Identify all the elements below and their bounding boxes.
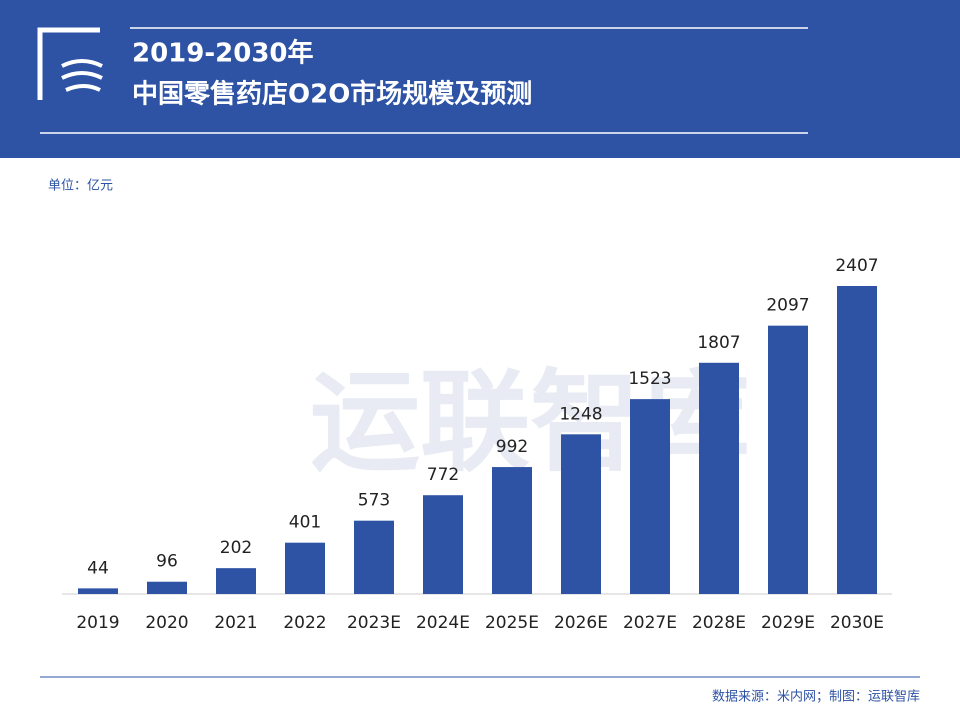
bar bbox=[837, 286, 877, 594]
logo bbox=[61, 59, 103, 92]
value-label: 1807 bbox=[697, 333, 740, 353]
value-label: 2407 bbox=[835, 256, 878, 276]
x-tick-label: 2026E bbox=[554, 613, 608, 633]
x-tick-label: 2023E bbox=[347, 613, 401, 633]
bar bbox=[147, 581, 187, 594]
x-tick-label: 2030E bbox=[830, 613, 884, 633]
x-tick-label: 2024E bbox=[416, 613, 470, 633]
header-frame bbox=[37, 27, 808, 134]
value-label: 1523 bbox=[628, 369, 671, 389]
bar bbox=[492, 467, 532, 594]
bar bbox=[423, 495, 463, 594]
bar bbox=[699, 362, 739, 594]
x-tick-label: 2020 bbox=[145, 613, 188, 633]
x-tick-label: 2019 bbox=[76, 613, 119, 633]
x-tick-label: 2022 bbox=[283, 613, 326, 633]
value-label: 96 bbox=[156, 552, 178, 572]
title-line: 中国零售药店O2O市场规模及预测 bbox=[132, 79, 532, 110]
bar bbox=[768, 325, 808, 594]
x-tick-label: 2021 bbox=[214, 613, 257, 633]
x-tick-label: 2027E bbox=[623, 613, 677, 633]
bar bbox=[78, 588, 118, 594]
bar bbox=[285, 542, 325, 594]
value-label: 573 bbox=[358, 491, 390, 511]
value-label: 202 bbox=[220, 538, 252, 558]
bar bbox=[561, 434, 601, 594]
value-label: 772 bbox=[427, 465, 459, 485]
source: 数据来源：米内网；制图：运联智库 bbox=[712, 689, 920, 705]
unit-label: 单位：亿元 bbox=[48, 179, 113, 194]
title-line: 2019-2030年 bbox=[132, 38, 314, 69]
bar bbox=[216, 568, 256, 594]
value-label: 1248 bbox=[559, 404, 602, 424]
bar bbox=[354, 520, 394, 594]
value-label: 2097 bbox=[766, 296, 809, 316]
x-tick-label: 2029E bbox=[761, 613, 815, 633]
watermark: 运联智库 bbox=[310, 358, 750, 486]
value-label: 992 bbox=[496, 437, 528, 457]
x-tick-label: 2025E bbox=[485, 613, 539, 633]
x-tick-label: 2028E bbox=[692, 613, 746, 633]
header-band bbox=[0, 0, 960, 158]
bar bbox=[630, 399, 670, 594]
value-label: 44 bbox=[87, 558, 109, 578]
value-label: 401 bbox=[289, 513, 321, 533]
